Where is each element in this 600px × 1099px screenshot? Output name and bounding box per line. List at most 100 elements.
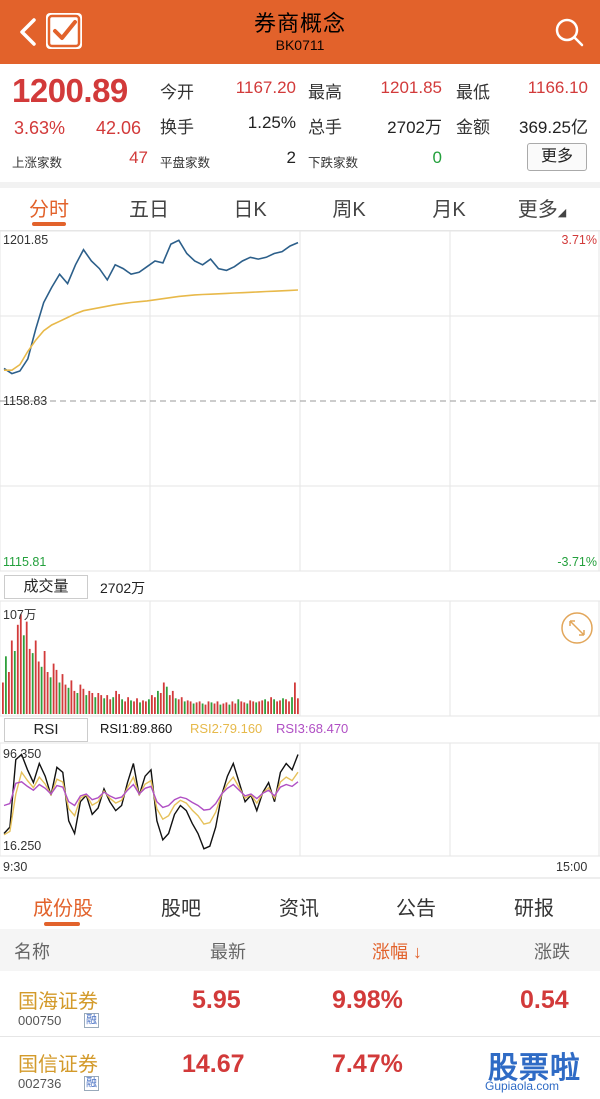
tab-more-label: 更多 (517, 199, 558, 221)
volume-bar (28, 648, 31, 714)
volume-bar (115, 690, 117, 714)
volume-bar (73, 690, 76, 714)
volume-bar (222, 703, 225, 714)
tab-research[interactable]: 研报 (514, 898, 554, 920)
flat-count: 2 (286, 148, 296, 167)
volume-bar (159, 693, 162, 714)
volume-bar (64, 684, 67, 714)
volume-bar (210, 702, 213, 714)
volume-bar (237, 699, 240, 714)
rsi3-line (3, 781, 299, 811)
volume-bar (19, 614, 22, 715)
more-quote-button[interactable]: 更多 (527, 143, 587, 171)
rsi1-value: RSI1:89.860 (100, 721, 173, 736)
volume-bar (165, 686, 168, 714)
stock-name: 国海证券 (18, 991, 98, 1013)
volume-bar (124, 701, 126, 714)
volume-bar (151, 695, 153, 714)
change-value: 42.06 (96, 118, 142, 138)
volume-bar (46, 672, 49, 714)
amount-value: 369.25亿 (519, 118, 588, 137)
dropdown-icon: ◢ (557, 207, 567, 219)
volume-bar (294, 682, 296, 714)
expand-icon[interactable] (560, 611, 594, 645)
volume-bar (195, 702, 198, 714)
margin-tag: 融 (84, 1076, 99, 1091)
volume-bar (31, 653, 34, 714)
back-arrow-icon[interactable] (14, 14, 44, 50)
volume-bar (207, 701, 210, 714)
time-start: 9:30 (3, 860, 28, 874)
check-icon[interactable] (46, 13, 82, 49)
page-title: 券商概念 (253, 11, 346, 36)
rsi2-value: RSI2:79.160 (190, 721, 263, 736)
pct-axis-bottom: -3.71% (557, 555, 597, 569)
down-count-label: 下跌家数 (308, 156, 359, 170)
tab-monthly-k[interactable]: 月K (432, 199, 466, 221)
volume-bar (219, 704, 222, 715)
turnover-label: 换手 (160, 118, 194, 137)
volume-bar (231, 701, 234, 714)
volume-bar (297, 698, 299, 715)
down-count: 0 (432, 148, 442, 167)
volume-bar (82, 688, 85, 714)
volume-bar (49, 677, 52, 715)
rsi2-line (3, 770, 299, 836)
divider (0, 877, 600, 879)
tab-weekly-k[interactable]: 周K (332, 199, 366, 221)
chart-grid (0, 231, 600, 857)
intraday-chart[interactable] (0, 231, 600, 876)
volume-bar (213, 703, 216, 714)
col-pct[interactable]: 涨幅 ↓ (372, 938, 422, 964)
col-name[interactable]: 名称 (14, 942, 50, 962)
volume-bar (5, 656, 7, 715)
volume-bar (37, 661, 40, 714)
stock-code: 002736 (18, 1076, 62, 1091)
stock-code: 000750 (18, 1013, 62, 1028)
volume-bar (258, 701, 261, 714)
sort-down-icon: ↓ (413, 942, 423, 962)
volume-bar (76, 693, 79, 714)
quote-panel: 1200.89 3.63% 42.06 今开 1167.20 最高 1201.8… (0, 64, 600, 182)
volume-bar (225, 702, 228, 714)
volume-bar (261, 700, 264, 715)
volume-bar (204, 704, 207, 715)
tab-more[interactable]: 更多◢ (502, 193, 582, 222)
volume-bar (40, 666, 43, 715)
flat-count-label: 平盘家数 (160, 156, 211, 170)
margin-tag: 融 (84, 1013, 99, 1028)
volume-bar (282, 698, 284, 715)
rsi1-line (3, 753, 299, 850)
pct-axis-top: 3.71% (561, 233, 597, 247)
col-change[interactable]: 涨跌 (534, 942, 570, 962)
average-line (4, 289, 299, 371)
up-count-label: 上涨家数 (12, 156, 63, 170)
volume-bar (198, 701, 201, 714)
volume-bar (243, 702, 246, 714)
volume-bar (174, 698, 177, 715)
open-label: 今开 (160, 83, 194, 102)
tab-forum[interactable]: 股吧 (161, 898, 201, 920)
tab-intraday[interactable]: 分时 (29, 199, 69, 221)
volume-bar (25, 621, 28, 714)
volume-bar (186, 700, 189, 715)
volume-bar (100, 695, 103, 714)
table-header (0, 929, 600, 971)
col-latest[interactable]: 最新 (210, 942, 246, 962)
volume-bar (106, 695, 109, 714)
volume-indicator-button[interactable]: 成交量 (4, 575, 88, 599)
tab-news[interactable]: 资讯 (279, 898, 319, 920)
price-axis-mid: 1158.83 (3, 394, 48, 408)
tab-announcements[interactable]: 公告 (396, 898, 436, 920)
rsi-indicator-button[interactable]: RSI (4, 718, 88, 742)
volume-bar (234, 703, 237, 714)
volume-bar (249, 700, 252, 715)
tab-constituents[interactable]: 成份股 (33, 898, 93, 920)
volume-bar (157, 690, 159, 714)
volume-bar (58, 682, 61, 714)
current-price: 1200.89 (12, 72, 128, 109)
search-icon[interactable] (553, 16, 585, 48)
tab-five-day[interactable]: 五日 (129, 199, 169, 221)
tab-daily-k[interactable]: 日K (233, 199, 267, 221)
volume-bar (118, 694, 120, 714)
